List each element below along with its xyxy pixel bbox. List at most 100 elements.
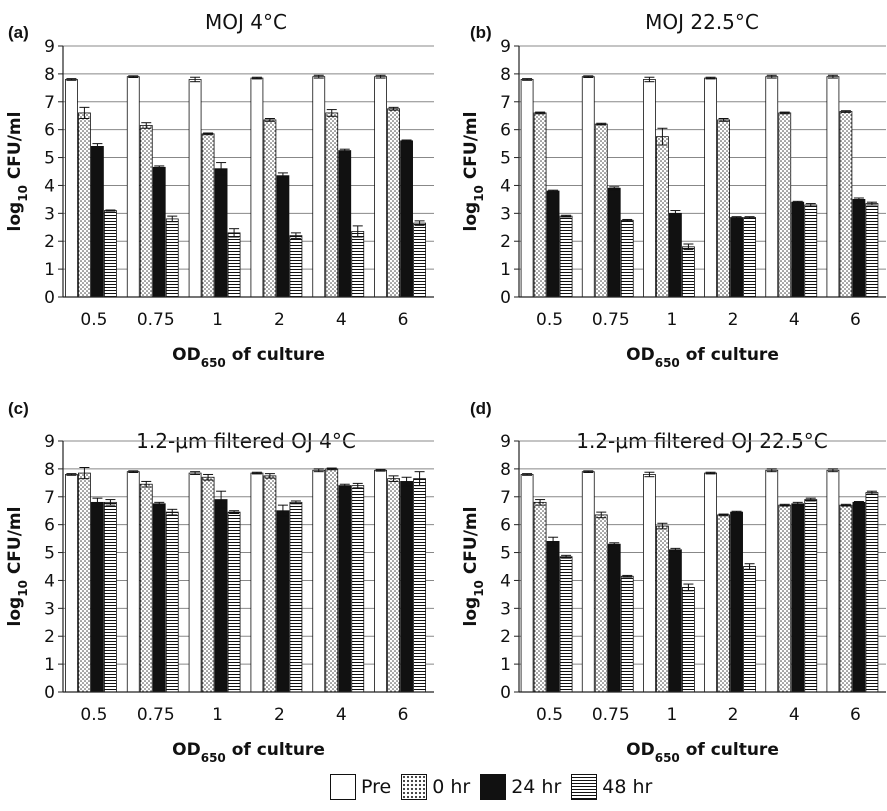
bar-48hr-2	[165, 511, 179, 693]
x-tick-label: 0.75	[592, 310, 630, 330]
bar-24hr-6	[852, 501, 866, 693]
bar-pre-4	[250, 472, 264, 693]
error-bar-48hr-6	[866, 201, 877, 206]
error-bar-24hr-2	[609, 542, 620, 547]
error-bar-48hr-3	[229, 510, 240, 515]
bar-pre-6	[374, 76, 387, 298]
y-tick-label: 3	[500, 204, 511, 224]
bar-48hr-6	[865, 203, 879, 298]
error-bar-0hr-4	[718, 118, 729, 122]
error-bar-24hr-1	[92, 497, 103, 508]
bar-24hr-2	[607, 543, 621, 693]
bar-24hr-3	[669, 212, 682, 298]
error-bar-48hr-1	[561, 554, 572, 559]
y-tick-label: 1	[44, 655, 55, 675]
y-tick-label: 5	[44, 149, 55, 169]
error-bar-48hr-4	[744, 563, 755, 570]
x-tick-label: 1	[212, 310, 223, 330]
legend-item-24hr: 24 hr	[480, 774, 561, 800]
x-tick-label: 0.5	[536, 705, 563, 725]
error-bar-pre-2	[128, 75, 139, 79]
error-bar-0hr-6	[388, 106, 399, 111]
error-bar-0hr-2	[141, 480, 152, 488]
bar-48hr-1	[104, 501, 117, 693]
x-axis-label: OD650 of culture	[626, 345, 779, 370]
legend-label-48hr: 48 hr	[602, 776, 653, 798]
bar-48hr-4	[289, 235, 303, 298]
error-bar-pre-6	[827, 468, 838, 473]
y-tick-label: 0	[44, 288, 55, 308]
error-bar-48hr-3	[229, 228, 240, 238]
x-tick-label: 6	[850, 310, 861, 330]
error-bar-pre-6	[375, 74, 386, 79]
error-bar-48hr-5	[805, 497, 816, 502]
error-bar-0hr-6	[840, 503, 851, 507]
y-tick-label: 3	[44, 599, 55, 619]
bar-pre-1	[65, 474, 78, 693]
x-tick-label: 6	[850, 705, 861, 725]
chart-title: MOJ 4°C	[205, 10, 287, 34]
error-bar-0hr-3	[657, 522, 668, 530]
bar-24hr-2	[152, 166, 166, 298]
error-bar-24hr-5	[339, 483, 350, 488]
error-bar-48hr-5	[805, 203, 816, 207]
error-bar-48hr-1	[105, 499, 116, 506]
error-bar-48hr-1	[561, 214, 572, 218]
error-bar-0hr-4	[264, 473, 275, 479]
error-bar-24hr-6	[853, 197, 864, 202]
bar-pre-5	[765, 76, 779, 298]
bar-48hr-3	[227, 511, 241, 693]
error-bar-0hr-5	[779, 503, 790, 507]
error-bar-48hr-4	[290, 500, 301, 505]
error-bar-24hr-4	[277, 172, 288, 179]
error-bar-24hr-3	[670, 210, 681, 217]
bar-24hr-1	[91, 145, 104, 298]
bar-48hr-3	[227, 232, 241, 298]
y-tick-label: 1	[500, 260, 511, 280]
x-tick-label: 6	[398, 705, 409, 725]
bar-pre-5	[312, 469, 326, 693]
error-bar-pre-5	[313, 468, 324, 473]
y-tick-label: 9	[44, 37, 55, 57]
bar-24hr-4	[730, 511, 743, 693]
error-bar-pre-4	[705, 76, 716, 80]
y-tick-label: 4	[44, 571, 55, 591]
error-bar-pre-4	[705, 471, 716, 475]
error-bar-24hr-5	[792, 501, 803, 506]
bar-pre-3	[643, 79, 656, 298]
bar-0hr-5	[325, 112, 339, 298]
bar-0hr-5	[778, 112, 792, 298]
error-bar-24hr-3	[216, 490, 227, 509]
error-bar-pre-1	[66, 473, 77, 476]
x-tick-label: 2	[728, 705, 739, 725]
error-bar-pre-2	[583, 75, 594, 79]
bar-48hr-4	[743, 217, 756, 298]
error-bar-24hr-6	[401, 476, 412, 487]
error-bar-0hr-2	[596, 122, 607, 126]
error-bar-48hr-2	[167, 215, 178, 223]
error-bar-48hr-3	[683, 243, 694, 251]
bar-0hr-2	[594, 123, 608, 298]
error-bar-48hr-6	[866, 490, 877, 495]
error-bar-24hr-4	[731, 216, 742, 219]
bar-48hr-3	[682, 246, 695, 298]
bar-48hr-3	[682, 587, 695, 693]
bar-48hr-1	[559, 215, 573, 298]
error-bar-24hr-1	[92, 143, 103, 150]
error-bar-pre-3	[644, 76, 655, 83]
y-tick-label: 2	[500, 232, 511, 252]
x-tick-label: 0.75	[137, 705, 175, 725]
bar-pre-1	[65, 79, 78, 298]
legend-swatch-48hr	[571, 774, 598, 800]
y-tick-label: 9	[500, 37, 511, 57]
bar-0hr-3	[656, 525, 669, 693]
error-bar-pre-6	[375, 468, 386, 472]
error-bar-0hr-6	[840, 110, 851, 113]
y-tick-label: 7	[500, 93, 511, 113]
error-bar-24hr-5	[339, 148, 350, 153]
error-bar-0hr-3	[203, 473, 214, 481]
bar-pre-3	[188, 79, 202, 298]
bar-48hr-1	[104, 210, 117, 298]
error-bar-0hr-4	[264, 118, 275, 122]
bar-0hr-4	[263, 475, 277, 693]
